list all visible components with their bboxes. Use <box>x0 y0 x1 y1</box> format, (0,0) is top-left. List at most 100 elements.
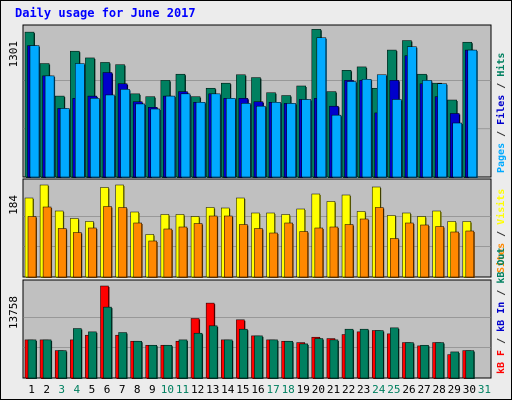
day-label: 13 <box>206 383 219 396</box>
bar-sites <box>450 231 459 278</box>
bar-sites <box>224 215 233 278</box>
bar-kb-out <box>450 351 459 379</box>
bar-pages <box>301 99 311 178</box>
day-label: 4 <box>74 383 81 396</box>
bar-kb-out <box>435 342 444 379</box>
day-label: 16 <box>251 383 264 396</box>
bar-sites <box>42 206 52 278</box>
bar-kb-out <box>73 328 82 379</box>
bar-kb-out <box>118 332 127 379</box>
legend-entry: Visits <box>495 189 507 225</box>
bar-kb-out <box>148 344 158 379</box>
bar-sites <box>239 224 248 278</box>
bar-sites <box>103 206 112 278</box>
bar-pages <box>226 98 236 178</box>
legend-entry: Files <box>495 95 507 125</box>
bar-kb-out <box>329 339 339 379</box>
bar-pages <box>392 99 402 178</box>
bar-pages <box>346 81 357 178</box>
bar-pages <box>361 79 372 178</box>
bar-sites <box>163 228 173 278</box>
bar-pages <box>422 80 432 178</box>
bar-kb-out <box>239 328 248 379</box>
bar-kb-out <box>163 344 173 379</box>
bar-kb-out <box>224 339 233 379</box>
bar-kb-out <box>405 342 414 379</box>
bar-pages <box>210 93 221 178</box>
day-label: 29 <box>448 383 461 396</box>
day-label: 21 <box>327 383 340 396</box>
max-label: 13758 <box>7 296 20 329</box>
bar-sites <box>133 222 142 278</box>
bar-pages <box>44 75 55 178</box>
bar-kb-out <box>465 350 475 379</box>
bar-sites <box>118 207 127 278</box>
day-label: 15 <box>236 383 249 396</box>
bar-sites <box>208 215 218 278</box>
bar-pages <box>105 94 115 178</box>
bar-sites <box>374 207 384 278</box>
bar-sites <box>359 218 369 278</box>
bar-sites <box>329 226 339 278</box>
bar-sites <box>284 222 293 278</box>
bar-kb-out <box>254 335 263 379</box>
day-label: 17 <box>266 383 279 396</box>
bar-kb-out <box>88 331 97 379</box>
bar-kb-out <box>27 339 37 379</box>
bar-pages <box>437 83 447 178</box>
legend-entry: Pages <box>496 143 507 173</box>
bar-sites <box>148 240 158 278</box>
bar-kb-out <box>133 340 142 379</box>
day-label: 30 <box>463 383 476 396</box>
bar-sites <box>269 232 278 278</box>
day-label: 18 <box>282 383 295 396</box>
bar-pages <box>316 37 327 178</box>
bar-sites <box>254 228 263 278</box>
day-label: 7 <box>119 383 126 396</box>
bar-sites <box>299 231 308 278</box>
bar-pages <box>195 102 206 178</box>
bar-sites <box>57 228 67 278</box>
bar-pages <box>271 102 281 178</box>
bar-sites <box>73 232 82 278</box>
legend-entry: kB F <box>496 350 507 374</box>
bar-pages <box>120 89 130 178</box>
day-label: 20 <box>312 383 325 396</box>
bar-pages <box>286 103 296 178</box>
day-label: 2 <box>43 383 50 396</box>
legend-entry: / <box>496 225 507 243</box>
bar-kb-out <box>359 328 369 379</box>
max-label: 184 <box>7 195 20 215</box>
day-label: 1 <box>28 383 35 396</box>
bar-sites <box>344 224 354 278</box>
bar-kb-out <box>208 325 218 379</box>
bar-kb-out <box>299 343 308 379</box>
bar-pages <box>256 105 266 178</box>
day-label: 22 <box>342 383 355 396</box>
legend-entry: / <box>496 284 507 302</box>
bar-kb-out <box>57 350 67 379</box>
legend-entry: / <box>496 332 507 350</box>
day-label: 25 <box>387 383 400 396</box>
legend-entry: Hits <box>495 53 507 77</box>
bar-pages <box>165 95 176 178</box>
bar-pages <box>452 122 462 178</box>
legend-entry: kB In <box>496 302 507 332</box>
day-label: 28 <box>433 383 446 396</box>
day-label: 23 <box>357 383 370 396</box>
legend-entry: kB Out <box>496 248 507 284</box>
bar-kb-out <box>42 339 52 379</box>
legend: Sites / Visits <box>495 189 507 273</box>
bar-kb-out <box>420 344 429 379</box>
bar-sites <box>178 226 188 278</box>
bar-pages <box>90 98 100 178</box>
day-label: 14 <box>221 383 235 396</box>
bar-sites <box>390 238 399 278</box>
bar-pages <box>376 74 387 178</box>
bar-pages <box>180 93 191 178</box>
legend: Pages / Files / Hits <box>495 53 507 173</box>
bar-sites <box>435 226 444 278</box>
bar-pages <box>75 63 85 178</box>
day-label: 6 <box>104 383 111 396</box>
day-label: 26 <box>402 383 415 396</box>
